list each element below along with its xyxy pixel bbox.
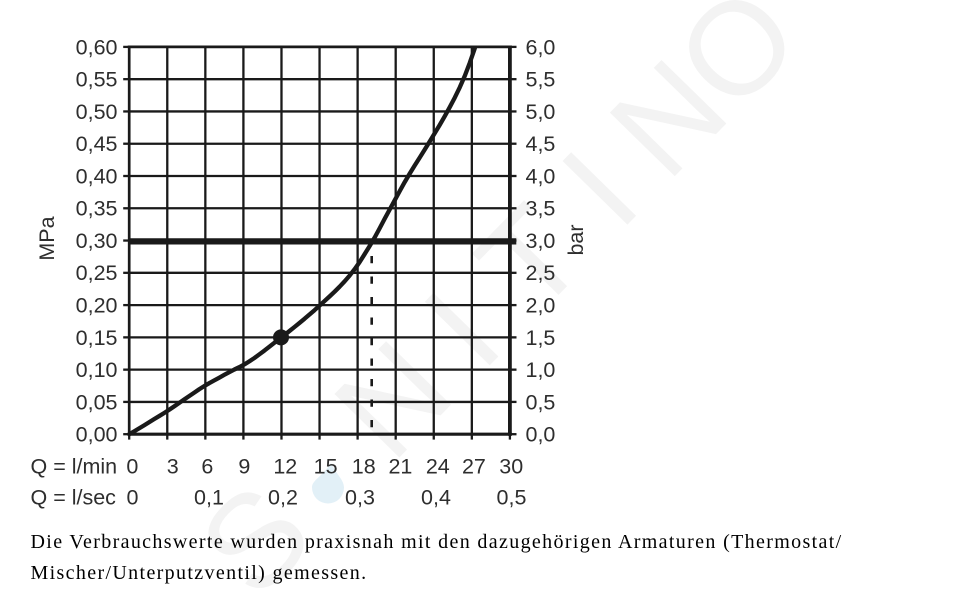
svg-text:15: 15	[314, 454, 338, 478]
svg-text:24: 24	[426, 454, 450, 478]
svg-text:0,30: 0,30	[76, 229, 118, 253]
svg-text:0,25: 0,25	[76, 261, 118, 285]
svg-text:12: 12	[273, 454, 297, 478]
svg-text:0,00: 0,00	[76, 423, 118, 447]
svg-text:0,4: 0,4	[421, 485, 451, 509]
svg-text:3,5: 3,5	[526, 197, 556, 221]
svg-text:0: 0	[127, 485, 139, 509]
svg-text:0,55: 0,55	[76, 68, 118, 92]
svg-text:0,60: 0,60	[76, 35, 118, 59]
svg-text:0: 0	[126, 454, 138, 478]
svg-text:0,3: 0,3	[345, 485, 375, 509]
svg-text:0,20: 0,20	[76, 294, 118, 318]
svg-text:0,05: 0,05	[76, 390, 118, 414]
svg-text:Q = l/min: Q = l/min	[31, 454, 118, 478]
svg-text:MPa: MPa	[35, 216, 59, 260]
svg-text:0,45: 0,45	[76, 132, 118, 156]
svg-text:3,0: 3,0	[526, 229, 556, 253]
svg-text:4,0: 4,0	[526, 164, 556, 188]
svg-text:6: 6	[201, 454, 213, 478]
svg-text:2,0: 2,0	[526, 294, 556, 318]
svg-text:21: 21	[388, 454, 412, 478]
svg-text:27: 27	[462, 454, 486, 478]
svg-text:0,1: 0,1	[194, 485, 224, 509]
svg-text:18: 18	[352, 454, 376, 478]
svg-text:0,15: 0,15	[76, 326, 118, 350]
svg-text:1,5: 1,5	[526, 326, 556, 350]
svg-text:0,2: 0,2	[268, 485, 298, 509]
svg-text:30: 30	[499, 454, 523, 478]
svg-text:1,0: 1,0	[526, 358, 556, 382]
svg-text:0,10: 0,10	[76, 358, 118, 382]
svg-text:0,40: 0,40	[76, 164, 118, 188]
svg-text:0,5: 0,5	[497, 485, 527, 509]
svg-text:3: 3	[167, 454, 179, 478]
svg-text:0,0: 0,0	[526, 423, 556, 447]
svg-text:bar: bar	[564, 224, 588, 255]
svg-text:5,0: 5,0	[526, 100, 556, 124]
svg-text:0,5: 0,5	[526, 390, 556, 414]
svg-text:9: 9	[238, 454, 250, 478]
svg-text:Q = l/sec: Q = l/sec	[31, 485, 117, 509]
svg-text:6,0: 6,0	[526, 35, 556, 59]
svg-text:2,5: 2,5	[526, 261, 556, 285]
svg-text:0,50: 0,50	[76, 100, 118, 124]
svg-text:4,5: 4,5	[526, 132, 556, 156]
svg-text:5,5: 5,5	[526, 68, 556, 92]
svg-text:0,35: 0,35	[76, 197, 118, 221]
